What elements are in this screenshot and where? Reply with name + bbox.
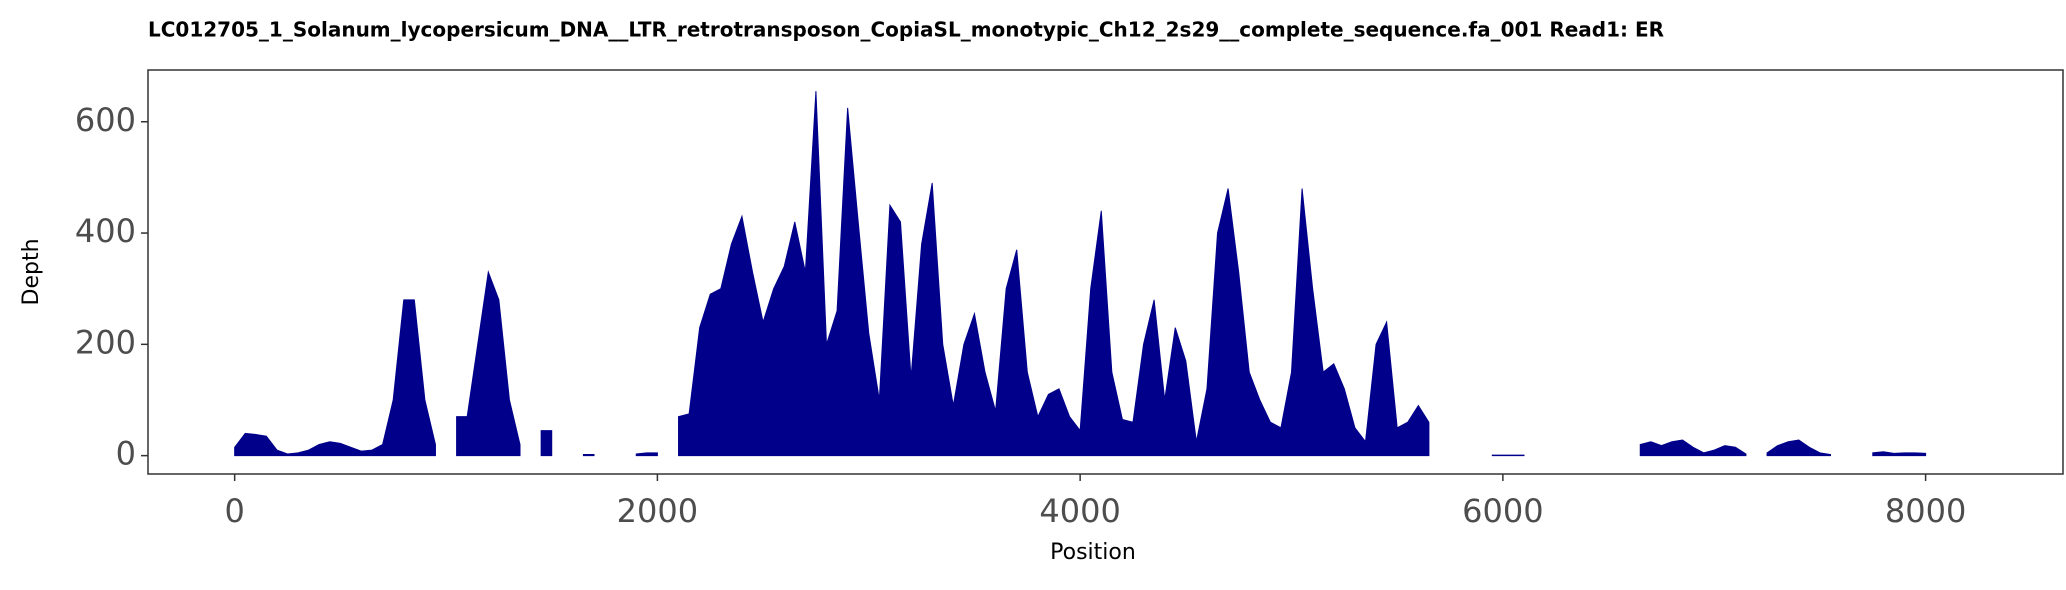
x-tick-label: 6000 <box>1462 492 1543 530</box>
chart-title: LC012705_1_Solanum_lycopersicum_DNA__LTR… <box>148 18 1664 42</box>
y-tick-label: 600 <box>75 101 136 139</box>
y-tick-label: 400 <box>75 212 136 250</box>
x-tick-label: 8000 <box>1885 492 1966 530</box>
plot-border <box>147 69 2064 475</box>
y-tick-label: 0 <box>116 435 136 473</box>
depth-area <box>234 91 1927 457</box>
y-tick-label: 200 <box>75 323 136 361</box>
x-tick-label: 4000 <box>1039 492 1120 530</box>
x-tick-label: 0 <box>224 492 244 530</box>
y-axis-label: Depth <box>19 238 44 305</box>
x-axis-label: Position <box>1050 540 1136 565</box>
x-tick-label: 2000 <box>617 492 698 530</box>
